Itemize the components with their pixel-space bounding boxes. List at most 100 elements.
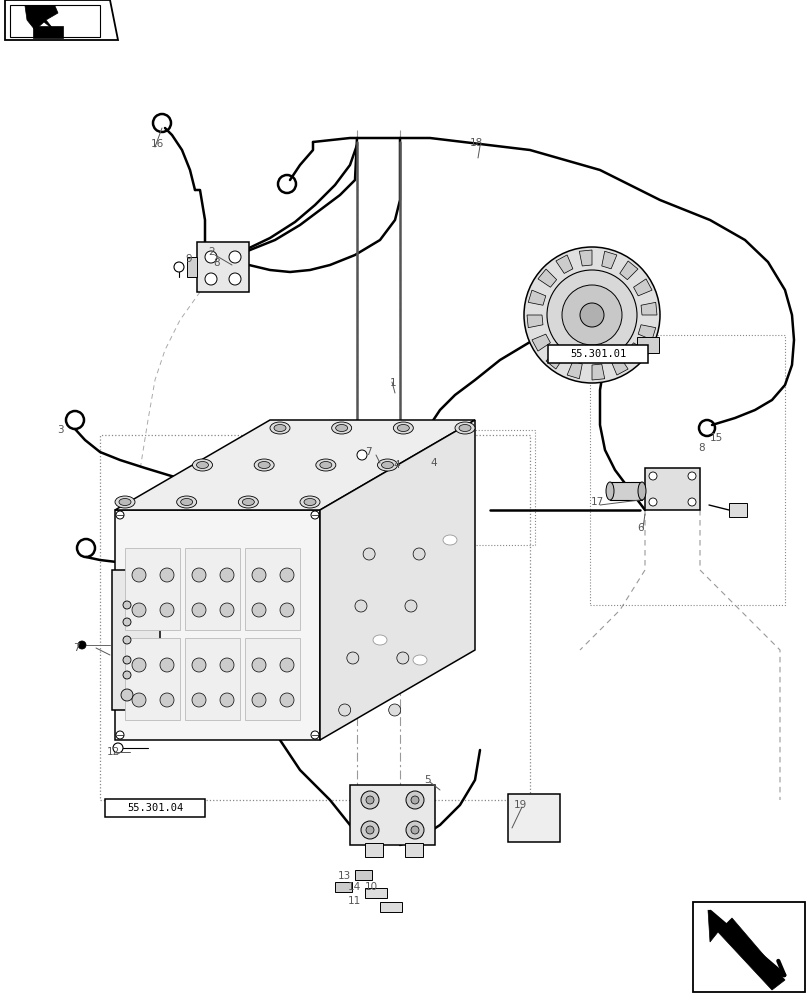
Text: 16: 16 xyxy=(151,139,164,149)
Polygon shape xyxy=(627,343,646,361)
Ellipse shape xyxy=(238,496,258,508)
Bar xyxy=(197,242,249,292)
Circle shape xyxy=(311,511,319,519)
Ellipse shape xyxy=(303,498,315,506)
Polygon shape xyxy=(601,251,616,269)
Circle shape xyxy=(251,568,266,582)
Circle shape xyxy=(405,600,417,612)
Circle shape xyxy=(116,731,124,739)
Bar xyxy=(380,902,401,912)
Circle shape xyxy=(280,693,294,707)
Ellipse shape xyxy=(605,482,613,500)
Text: 10: 10 xyxy=(365,882,378,892)
Ellipse shape xyxy=(273,424,285,432)
Bar xyxy=(245,638,299,720)
Text: 19: 19 xyxy=(513,800,526,810)
Circle shape xyxy=(366,796,374,804)
Circle shape xyxy=(174,262,184,272)
Circle shape xyxy=(338,704,350,716)
Bar xyxy=(609,482,642,500)
Ellipse shape xyxy=(180,498,192,505)
Ellipse shape xyxy=(177,496,196,508)
Ellipse shape xyxy=(372,635,387,645)
Bar xyxy=(590,335,784,605)
Text: 55.301.04: 55.301.04 xyxy=(127,803,183,813)
Circle shape xyxy=(354,600,367,612)
Bar xyxy=(33,26,63,38)
Bar xyxy=(320,430,534,545)
Circle shape xyxy=(280,603,294,617)
Circle shape xyxy=(132,568,146,582)
Circle shape xyxy=(251,603,266,617)
Circle shape xyxy=(413,548,425,560)
Polygon shape xyxy=(637,325,655,340)
Circle shape xyxy=(220,603,234,617)
Bar xyxy=(125,548,180,630)
Ellipse shape xyxy=(377,459,397,471)
Circle shape xyxy=(361,821,379,839)
Circle shape xyxy=(116,511,124,519)
Ellipse shape xyxy=(397,424,409,432)
Text: 3: 3 xyxy=(57,425,63,435)
Circle shape xyxy=(78,641,86,649)
Ellipse shape xyxy=(119,498,131,506)
Polygon shape xyxy=(115,420,474,510)
Circle shape xyxy=(410,796,418,804)
Polygon shape xyxy=(707,910,784,990)
Text: 13: 13 xyxy=(337,871,351,881)
Polygon shape xyxy=(556,255,572,273)
Circle shape xyxy=(204,251,217,263)
Circle shape xyxy=(160,603,174,617)
Bar xyxy=(105,799,204,817)
Text: 4: 4 xyxy=(430,458,436,468)
Polygon shape xyxy=(115,510,320,740)
Bar xyxy=(365,888,387,898)
Circle shape xyxy=(229,273,241,285)
Text: 5: 5 xyxy=(423,775,430,785)
Bar xyxy=(185,548,240,630)
Circle shape xyxy=(122,601,131,609)
Circle shape xyxy=(579,303,603,327)
Circle shape xyxy=(357,450,367,460)
Circle shape xyxy=(220,658,234,672)
Ellipse shape xyxy=(320,462,332,468)
Bar xyxy=(100,435,530,800)
Text: 12: 12 xyxy=(107,747,120,757)
Text: 6: 6 xyxy=(636,523,643,533)
Circle shape xyxy=(191,603,206,617)
Circle shape xyxy=(160,693,174,707)
Ellipse shape xyxy=(458,424,470,432)
Bar xyxy=(112,570,160,710)
Text: 7: 7 xyxy=(365,447,371,457)
Circle shape xyxy=(251,658,266,672)
Ellipse shape xyxy=(381,462,393,468)
Circle shape xyxy=(191,658,206,672)
Ellipse shape xyxy=(315,459,336,471)
Circle shape xyxy=(113,743,122,753)
Text: 17: 17 xyxy=(590,497,603,507)
Circle shape xyxy=(363,548,375,560)
Bar xyxy=(547,345,647,363)
Bar xyxy=(405,843,423,857)
Text: 7: 7 xyxy=(73,643,79,653)
Ellipse shape xyxy=(192,459,212,471)
Bar xyxy=(185,638,240,720)
Ellipse shape xyxy=(258,461,270,468)
Circle shape xyxy=(361,791,379,809)
Circle shape xyxy=(366,826,374,834)
Circle shape xyxy=(122,656,131,664)
Bar xyxy=(692,902,804,992)
Circle shape xyxy=(406,791,423,809)
Circle shape xyxy=(523,247,659,383)
Polygon shape xyxy=(611,357,628,375)
Polygon shape xyxy=(526,315,543,328)
Circle shape xyxy=(280,568,294,582)
Text: 8: 8 xyxy=(212,258,219,268)
Polygon shape xyxy=(545,350,564,369)
Circle shape xyxy=(410,826,418,834)
Circle shape xyxy=(220,693,234,707)
Circle shape xyxy=(311,731,319,739)
Bar xyxy=(350,785,435,845)
Polygon shape xyxy=(531,334,550,351)
Circle shape xyxy=(122,636,131,644)
